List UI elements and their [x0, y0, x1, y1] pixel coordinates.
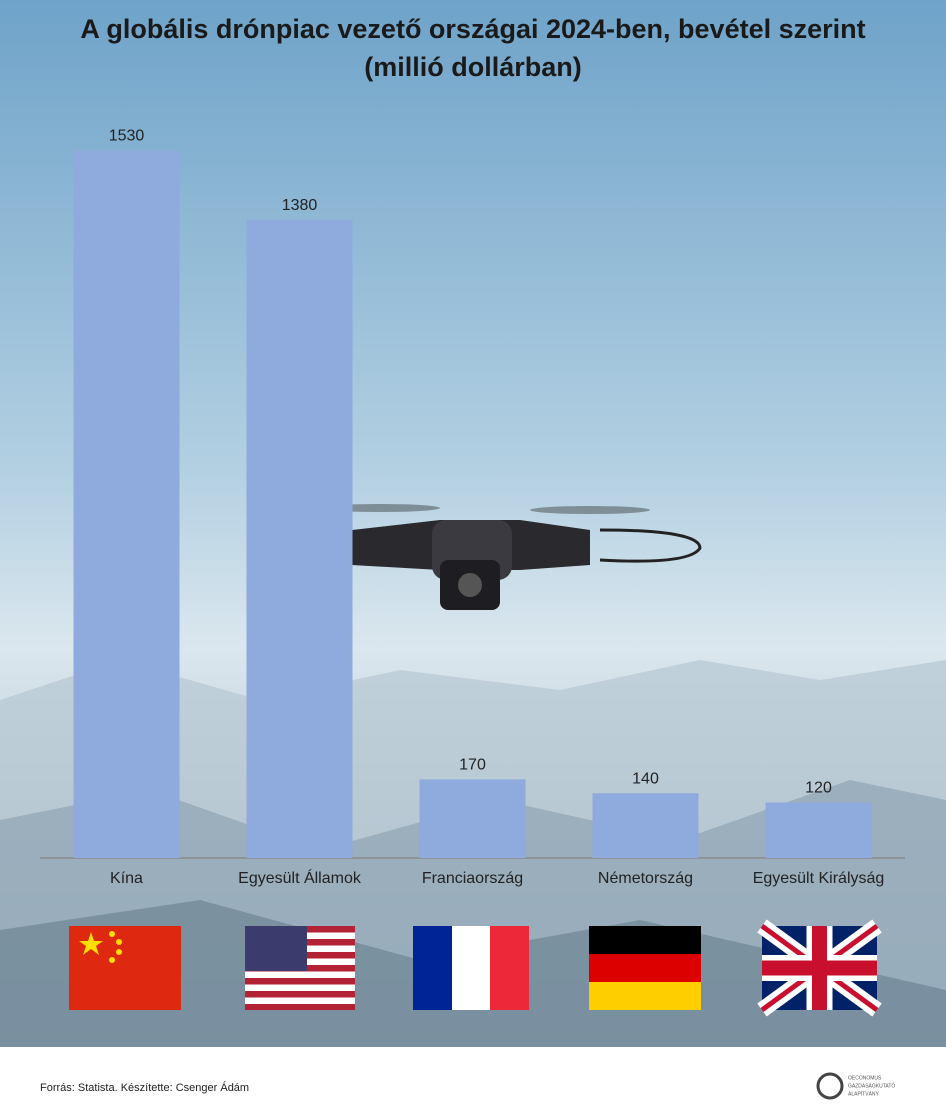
footer: [0, 1047, 946, 1112]
flag-france: [413, 926, 529, 1010]
flag-germany: [589, 926, 701, 1010]
bar: [246, 219, 353, 858]
value-label: 1530: [109, 128, 145, 145]
flag-usa: [245, 926, 355, 1010]
drone: [320, 504, 702, 610]
x-tick-label: Németország: [598, 870, 693, 887]
x-tick-label: Kína: [110, 870, 143, 887]
value-label: 140: [632, 770, 659, 787]
value-label: 170: [459, 757, 486, 774]
chart-title: A globális drónpiac vezető országai 2024…: [80, 14, 866, 82]
flag-china: [69, 926, 181, 1010]
x-tick-label: Egyesült Államok: [238, 868, 362, 887]
bar: [73, 150, 180, 858]
logo-text: OECONOMUS: [848, 1075, 882, 1081]
logo: OECONOMUS GAZDASÁGKUTATÓ ALAPÍTVÁNY: [816, 1072, 895, 1100]
bar: [765, 802, 872, 858]
x-tick-label: Egyesült Királyság: [753, 870, 885, 887]
bar: [592, 793, 699, 858]
x-tick-label: Franciaország: [422, 870, 523, 887]
value-label: 1380: [282, 197, 318, 214]
flag-uk: [757, 919, 882, 1017]
logo-text: GAZDASÁGKUTATÓ: [848, 1082, 895, 1089]
logo-text: ALAPÍTVÁNY: [848, 1090, 880, 1097]
value-label: 120: [805, 780, 832, 797]
bar: [419, 779, 526, 858]
source: Forrás: Statista. Készítette: Csenger Ád…: [40, 1081, 249, 1094]
